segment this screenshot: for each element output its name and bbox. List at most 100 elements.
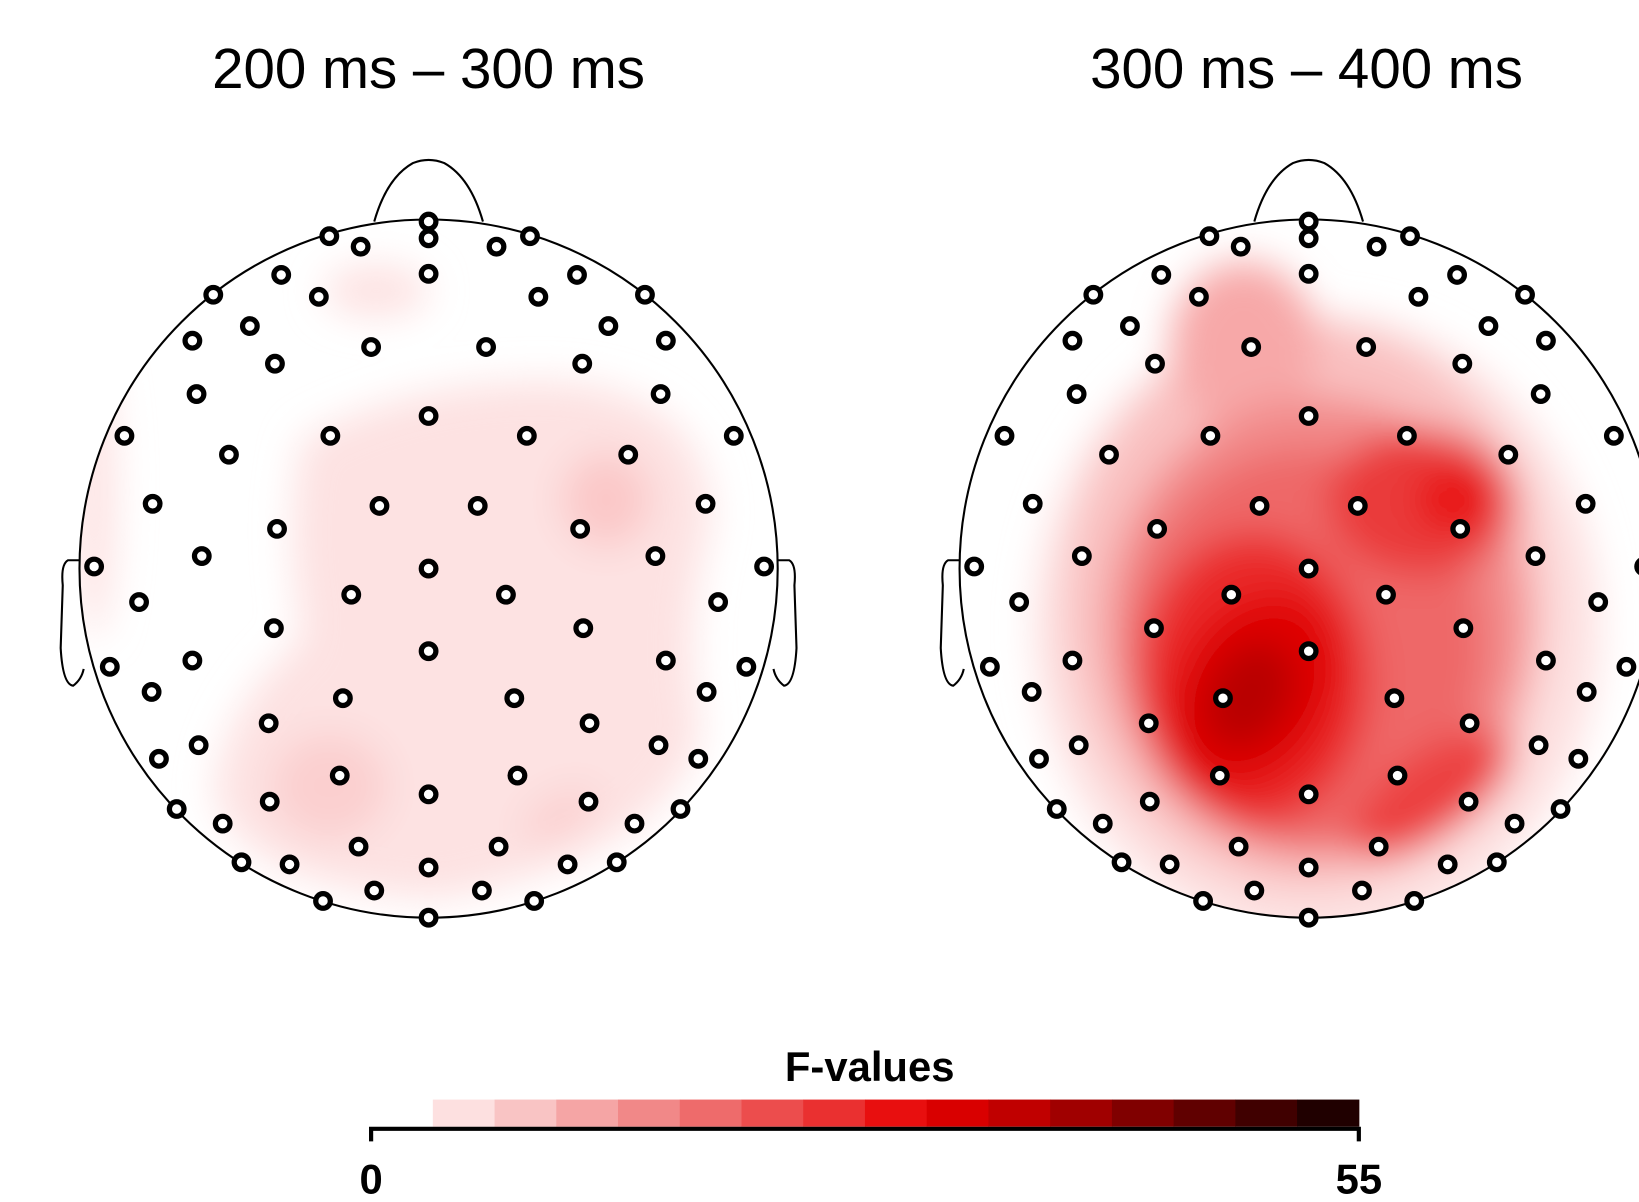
electrode	[1241, 337, 1262, 357]
electrode	[1498, 444, 1519, 465]
panel-title: 200 ms – 300 ms	[212, 37, 645, 100]
ear	[59, 559, 85, 687]
electrode	[84, 556, 105, 577]
electrode	[1347, 495, 1368, 516]
electrode	[1535, 330, 1556, 351]
electrode	[520, 226, 540, 247]
electrode	[1200, 425, 1221, 446]
electrode	[1576, 682, 1597, 702]
electrode	[182, 650, 203, 671]
electrode	[418, 784, 439, 805]
electrode	[1368, 836, 1389, 857]
electrode	[418, 228, 439, 249]
electrode	[1120, 316, 1140, 337]
electrode	[1486, 852, 1507, 873]
electrode	[219, 444, 239, 465]
electrode	[1298, 907, 1319, 928]
electrode	[231, 852, 252, 873]
electrode	[1568, 748, 1589, 769]
nose	[373, 158, 484, 222]
electrode	[239, 316, 260, 337]
electrode	[1588, 592, 1609, 612]
electrode	[736, 656, 757, 677]
electrode	[1159, 854, 1180, 875]
colorbar-bin	[556, 1099, 619, 1127]
electrode	[567, 264, 587, 285]
panel-title: 300 ms – 400 ms	[1090, 37, 1523, 100]
heatmap	[1034, 261, 1600, 918]
electrode	[166, 799, 187, 819]
electrode	[1298, 558, 1319, 579]
electrode	[320, 425, 341, 446]
colorbar-bin	[432, 1099, 496, 1127]
electrode	[1459, 713, 1480, 734]
electrode	[308, 286, 329, 307]
colorbar-bin	[494, 1099, 557, 1127]
electrode	[418, 907, 439, 928]
electrode	[1458, 791, 1479, 812]
electrode	[1029, 748, 1049, 769]
electrode	[418, 211, 439, 232]
electrode	[265, 353, 285, 374]
electrode	[1298, 641, 1319, 662]
electrode	[1453, 618, 1474, 639]
electrode	[186, 384, 207, 404]
electrode	[369, 495, 390, 516]
electrode	[418, 406, 439, 426]
electrode	[99, 656, 120, 677]
electrode	[1228, 836, 1249, 857]
colorbar-bin	[371, 1099, 434, 1127]
colorbar-bin	[1297, 1099, 1360, 1127]
electrode	[1145, 353, 1165, 374]
electrode	[1400, 226, 1420, 247]
electrode	[695, 493, 716, 514]
electrode	[1298, 263, 1319, 284]
electrode	[271, 264, 292, 285]
electrode	[696, 682, 717, 702]
electrode	[504, 688, 525, 709]
electrode	[496, 584, 516, 605]
electrode	[655, 650, 676, 671]
electrode	[670, 799, 691, 819]
electrode	[1071, 546, 1092, 566]
electrode	[1068, 735, 1089, 756]
electrode	[1193, 891, 1214, 911]
electrode	[1450, 518, 1471, 539]
electrode	[1298, 857, 1319, 878]
electrode	[114, 425, 135, 446]
nose	[1253, 158, 1365, 222]
colorbar-bin	[988, 1099, 1051, 1127]
electrode	[263, 618, 284, 639]
electrode	[1603, 425, 1624, 446]
colorbar-tick-label: 0	[359, 1156, 382, 1202]
electrode	[141, 682, 162, 702]
electrode	[1634, 558, 1639, 575]
electrode	[1199, 226, 1220, 247]
colorbar-bin	[1050, 1099, 1113, 1127]
colorbar-bin	[864, 1099, 928, 1127]
colorbar-bin	[926, 1099, 989, 1127]
electrode	[418, 263, 439, 284]
electrode	[418, 641, 439, 662]
colorbar-bin	[1173, 1099, 1236, 1127]
colorbar-bin	[679, 1099, 743, 1127]
electrode	[1213, 688, 1233, 709]
electrode	[258, 713, 279, 734]
electrode	[1525, 546, 1546, 566]
electrode	[1447, 264, 1468, 285]
electrode	[1221, 584, 1242, 605]
colorbar-bin	[803, 1099, 866, 1127]
electrode	[1092, 813, 1113, 834]
electrode	[1046, 799, 1067, 819]
electrode	[524, 891, 545, 911]
electrode	[182, 330, 203, 351]
electrode	[708, 592, 729, 612]
electrode	[516, 425, 537, 446]
electrode	[350, 236, 371, 257]
electrode	[332, 688, 353, 709]
electrode	[655, 330, 676, 351]
electrode	[1504, 813, 1525, 834]
electrode	[471, 880, 492, 901]
electrode	[994, 425, 1015, 446]
electrode	[1209, 765, 1230, 786]
